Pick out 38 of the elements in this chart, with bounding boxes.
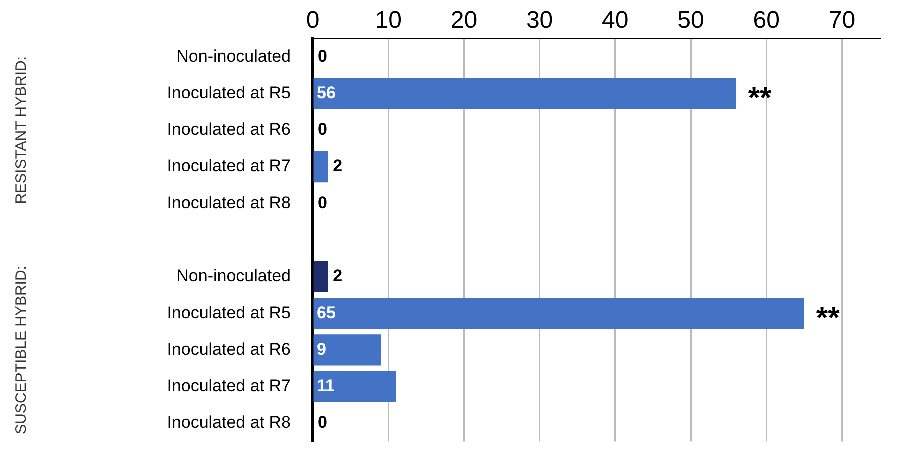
bar [314,298,804,330]
text: SUSCEPTIBLE HYBRID: [13,266,30,434]
data-label: 56 [317,83,336,102]
bar [314,261,328,293]
data-label: 2 [333,156,343,176]
data-label: 11 [317,376,335,396]
y-tick-label: Inoculated at R7 [167,376,291,396]
text: RESISTANT HYBRID: [13,56,30,204]
y-tick-label: Non-inoculated [176,46,291,66]
x-tick-label: 60 [753,7,780,34]
data-label: 0 [318,193,328,212]
y-tick-label: Inoculated at R8 [167,193,291,212]
bar [314,371,396,402]
data-label: 0 [318,120,328,140]
data-label: 65 [317,303,336,322]
y-tick-label: Non-inoculated [176,266,291,286]
data-label: 9 [317,340,326,359]
y-tick-label: Inoculated at R6 [167,340,291,359]
bar [314,151,328,183]
data-label: 0 [318,46,328,66]
annotation: ** [748,82,772,116]
x-tick-label: 30 [526,7,554,34]
x-tick-label: 70 [828,7,856,34]
bar [314,78,736,110]
y-tick-label: Inoculated at R5 [167,83,291,102]
x-tick-label: 20 [450,7,478,34]
x-tick-label: 50 [678,7,704,34]
x-tick-label: 40 [602,7,629,34]
data-label: 2 [333,266,343,286]
y-tick-label: Inoculated at R7 [167,156,291,176]
annotation: ** [816,302,840,335]
data-label: 0 [318,413,328,432]
bar [314,334,382,366]
y-tick-label: Inoculated at R5 [167,303,291,322]
x-tick-label: 10 [375,7,402,34]
y-tick-label: Inoculated at R8 [167,413,291,432]
y-tick-label: Inoculated at R6 [167,120,291,140]
x-tick-label: 0 [306,7,320,34]
